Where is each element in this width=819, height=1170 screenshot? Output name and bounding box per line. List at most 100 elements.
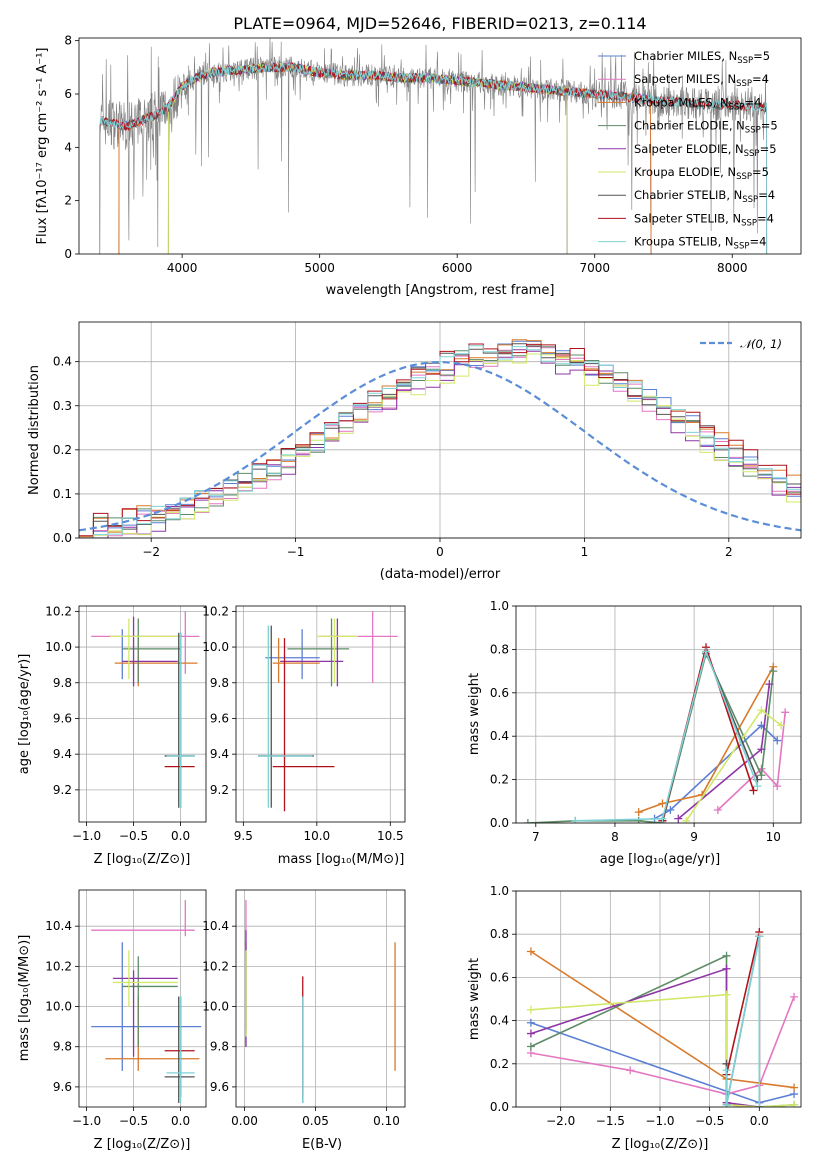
mass_weight_vs_age-ylabel: mass weight — [467, 673, 482, 755]
mass_vs_Z-ticks: −1.0 −0.5 0.0 9.6 9.8 10.0 10.2 10.4 — [45, 919, 190, 1128]
marker-chabrier_elodie — [634, 816, 643, 823]
marker-kroupa_miles — [658, 799, 667, 808]
series-line-salpeter_miles — [530, 996, 795, 1095]
legend-suffix: =4 — [752, 72, 769, 86]
legend-subscript: SSP — [744, 149, 760, 159]
age_vs_Z-ytick-label: 9.4 — [53, 747, 72, 761]
marker-kroupa_elodie — [722, 990, 731, 999]
mass_weight_vs_age-ytick-label: 0.2 — [490, 773, 509, 787]
age_vs_Z-ytick-label: 9.6 — [53, 711, 72, 725]
mass_vs_Z-ytick-label: 10.4 — [45, 919, 72, 933]
legend-suffix: =4 — [749, 235, 766, 249]
mass_weight_vs_Z-panel: −2.0 −1.5 −1.0 −0.5 0.0 0.0 0.2 0.4 0.6 0.8 1.0 — [490, 884, 802, 1128]
legend-subscript: SSP — [745, 126, 761, 136]
mass_vs_ebv-grid — [236, 890, 405, 1107]
legend-label-salpeter_miles: Salpeter MILES, NSSP=4 — [634, 72, 769, 89]
mass_weight_vs_Z-ytick-label: 0.6 — [490, 970, 509, 984]
marker-salpeter_miles — [781, 708, 790, 717]
age_vs_Z-ytick-label: 9.2 — [53, 783, 72, 797]
residuals-plot-area — [79, 339, 801, 538]
spectrum-xtick-label: 8000 — [717, 261, 748, 275]
spectrum-ytick-label: 4 — [64, 140, 72, 154]
mass_weight_vs_age-panel: 7 8 9 10 0.0 0.2 0.4 0.6 0.8 1.0 — [490, 599, 802, 844]
marker-salpeter_elodie — [757, 745, 766, 754]
legend-label-kroupa_stelib: Kroupa STELIB, NSSP=4 — [634, 235, 766, 252]
marker-chabrier_elodie — [769, 667, 778, 676]
mass_vs_ebv-ytick-label: 10.2 — [202, 959, 229, 973]
mass_weight_vs_Z-xtick-label: 0.0 — [750, 1114, 769, 1128]
age_vs_Z-panel: −1.0 −0.5 0.0 9.2 9.4 9.6 9.8 10.0 10.2 — [45, 604, 207, 843]
legend-text: Chabrier STELIB, N — [634, 188, 742, 202]
residuals-ytick-label: 0.2 — [53, 443, 72, 457]
age_vs_mass-xlabel: mass [log₁₀(M/M⊙)] — [278, 852, 405, 867]
age_vs_mass-ytick-label: 9.4 — [210, 747, 229, 761]
mass_weight_vs_age-ytick-label: 0.8 — [490, 642, 509, 656]
legend-suffix: =4 — [757, 211, 774, 225]
spectrum-xtick-label: 7000 — [579, 261, 610, 275]
mass_weight_vs_Z-grid — [516, 890, 801, 1108]
age_vs_Z-xtick-label: −1.0 — [72, 829, 101, 843]
marker-kroupa_elodie — [777, 721, 786, 730]
mass_weight_vs_Z-ytick-label: 0.0 — [490, 1100, 509, 1114]
marker-kroupa_stelib — [722, 1066, 731, 1075]
histogram-chabrier_elodie — [79, 345, 801, 538]
marker-salpeter_miles — [773, 782, 782, 791]
marker-kroupa_miles — [634, 808, 643, 817]
mass_weight_vs_age-ytick-label: 0.6 — [490, 686, 509, 700]
marker-salpeter_elodie — [674, 814, 683, 823]
legend-label-chabrier_stelib: Chabrier STELIB, NSSP=4 — [634, 188, 775, 205]
mass_vs_ebv-xtick-label: 0.05 — [302, 1114, 329, 1128]
legend-label-salpeter_elodie: Salpeter ELODIE, NSSP=5 — [634, 142, 777, 159]
residuals-ytick-label: 0.1 — [53, 487, 72, 501]
marker-kroupa_stelib — [658, 814, 667, 823]
legend-label-chabrier_miles: Chabrier MILES, NSSP=5 — [634, 49, 770, 66]
marker-kroupa_elodie — [790, 1100, 799, 1107]
series-line-chabrier_miles — [654, 724, 778, 820]
model-spectrum-chabrier_elodie — [167, 62, 568, 254]
mass_vs_Z-plot-area — [91, 900, 202, 1103]
model-spectrum-salpeter_elodie — [167, 62, 568, 254]
mass_vs_ebv-plot-area — [245, 900, 396, 1103]
histogram-chabrier_miles — [79, 340, 801, 538]
residuals-ytick-label: 0.3 — [53, 399, 72, 413]
legend-subscript: SSP — [729, 102, 745, 112]
mass_vs_Z-xtick-label: 0.0 — [171, 1114, 190, 1128]
mass_weight_vs_Z-xtick-label: −0.5 — [695, 1114, 724, 1128]
age_vs_mass-ytick-label: 9.8 — [210, 676, 229, 690]
spectrum-ytick-label: 6 — [64, 87, 72, 101]
age_vs_Z-plot-area — [91, 611, 200, 808]
mass_vs_Z-ytick-label: 9.8 — [53, 1040, 72, 1054]
residuals-legend-label: 𝒩(0, 1) — [740, 337, 782, 351]
legend-text: Chabrier MILES, N — [634, 49, 737, 63]
mass_weight_vs_age-xtick-label: 9 — [690, 830, 698, 844]
histogram-kroupa_elodie — [79, 353, 801, 538]
series-line-chabrier_elodie — [530, 954, 795, 1107]
spectrum-xtick-label: 6000 — [442, 261, 473, 275]
legend-suffix: =4 — [744, 95, 761, 109]
series-line-chabrier_miles — [530, 1022, 795, 1104]
residuals-xtick-label: 0 — [436, 545, 444, 559]
mass_weight_vs_age-xtick-label: 8 — [611, 830, 619, 844]
marker-salpeter_elodie — [526, 1029, 535, 1038]
mass_vs_Z-ytick-label: 9.6 — [53, 1080, 72, 1094]
marker-chabrier_miles — [526, 1018, 535, 1027]
spectrum-ytick-label: 8 — [64, 34, 72, 48]
residuals-xtick-label: 1 — [581, 545, 589, 559]
legend-text: Kroupa MILES, N — [634, 95, 729, 109]
mass_vs_ebv-xlabel: E(B-V) — [302, 1137, 342, 1152]
spectrum-frame — [78, 37, 802, 255]
spectrum-panel: 4000 5000 6000 7000 8000 0 2 4 6 8 — [64, 34, 802, 275]
marker-kroupa_stelib — [753, 782, 762, 791]
mass_vs_Z-xlabel: Z [log₁₀(Z/Z⊙)] — [94, 1137, 191, 1152]
marker-kroupa_stelib — [722, 1100, 731, 1107]
spectrum-title: PLATE=0964, MJD=52646, FIBERID=0213, z=0… — [233, 14, 646, 33]
legend-label-chabrier_elodie: Chabrier ELODIE, NSSP=5 — [634, 119, 778, 136]
marker-kroupa_stelib — [571, 816, 580, 823]
residuals-frame — [78, 321, 802, 539]
series-line-kroupa_stelib — [725, 936, 761, 1107]
mass_weight_vs_age-xtick-label: 7 — [532, 830, 540, 844]
histogram-salpeter_elodie — [79, 349, 801, 538]
mass_vs_ebv-frame — [235, 889, 406, 1108]
legend-text: Chabrier ELODIE, N — [634, 119, 745, 133]
legend-subscript: SSP — [741, 218, 757, 228]
